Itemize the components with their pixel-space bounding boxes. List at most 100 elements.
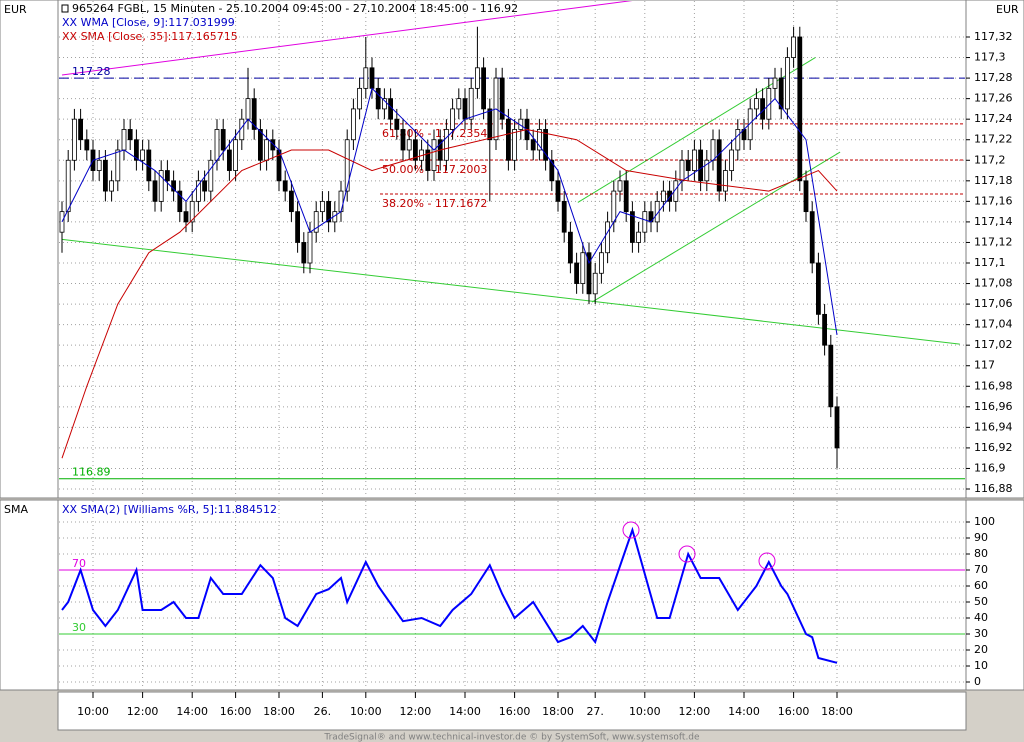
y-tick-label: 116,88 bbox=[974, 482, 1013, 495]
candle-body bbox=[599, 252, 604, 274]
candle-body bbox=[667, 190, 672, 202]
candle-body bbox=[326, 200, 332, 223]
candle-body bbox=[605, 221, 610, 254]
candle-body bbox=[716, 139, 722, 192]
x-tick-label: 12:00 bbox=[679, 705, 711, 718]
candle-body bbox=[363, 67, 369, 89]
candle-body bbox=[512, 129, 517, 161]
y-tick-label: 100 bbox=[974, 515, 995, 528]
level-label: 70 bbox=[72, 557, 86, 570]
trend-line bbox=[61, 238, 960, 345]
candle-body bbox=[661, 190, 666, 202]
candle-body bbox=[164, 170, 170, 182]
candle-body bbox=[679, 159, 685, 182]
y-tick-label: 116,92 bbox=[974, 441, 1013, 454]
y-tick-label: 116,98 bbox=[974, 379, 1013, 392]
legend-sma: XX SMA [Close, 35]:117.165715 bbox=[62, 30, 238, 43]
peak-marker bbox=[622, 521, 640, 539]
footer: TradeSignal® and www.technical-investor.… bbox=[323, 733, 700, 742]
y-tick-label: 117,02 bbox=[974, 338, 1013, 351]
series-line bbox=[61, 526, 838, 664]
candle-body bbox=[177, 190, 183, 213]
x-tick-label: 18:00 bbox=[542, 705, 574, 718]
candle-body bbox=[834, 406, 840, 449]
candle-body bbox=[72, 118, 77, 161]
candle-body bbox=[233, 139, 239, 171]
candle-body bbox=[698, 149, 703, 182]
y-tick-label: 116,94 bbox=[974, 420, 1013, 433]
indicator-panel bbox=[57, 499, 967, 691]
y-tick-label: 117,2 bbox=[974, 153, 1006, 166]
candle-body bbox=[425, 149, 431, 171]
x-tick-label: 10:00 bbox=[77, 705, 109, 718]
candle-body bbox=[555, 180, 561, 202]
y-tick-label: 117,16 bbox=[974, 194, 1013, 207]
level-label: 117.28 bbox=[72, 65, 111, 78]
candle-body bbox=[611, 190, 617, 223]
candle-body bbox=[78, 118, 83, 141]
candle-body bbox=[189, 200, 195, 223]
candle-body bbox=[505, 118, 511, 161]
trend-line bbox=[61, 1, 633, 76]
series-line bbox=[61, 87, 838, 335]
x-tick-label: 14:00 bbox=[176, 705, 208, 718]
candle-body bbox=[778, 77, 784, 110]
y-tick-label: 116,9 bbox=[974, 461, 1006, 474]
candle-body bbox=[754, 98, 759, 110]
y-tick-label: 117,3 bbox=[974, 51, 1006, 64]
candle-body bbox=[474, 67, 480, 89]
candle-body bbox=[202, 180, 208, 192]
y-tick-label: 50 bbox=[974, 595, 988, 608]
candle-body bbox=[685, 159, 691, 171]
candle-body bbox=[103, 159, 108, 192]
candle-body bbox=[264, 139, 270, 161]
y-tick-label: 0 bbox=[974, 675, 981, 688]
peak-marker bbox=[758, 552, 776, 570]
candle-body bbox=[816, 262, 821, 315]
x-tick-label: 10:00 bbox=[629, 705, 661, 718]
candle-body bbox=[766, 87, 772, 120]
y-tick-label: 10 bbox=[974, 659, 988, 672]
y-tick-label: 117 bbox=[974, 359, 995, 372]
candle-body bbox=[543, 129, 548, 161]
x-tick-label: 16:00 bbox=[220, 705, 252, 718]
candle-body bbox=[350, 108, 356, 141]
candle-body bbox=[96, 159, 102, 171]
candle-body bbox=[735, 129, 741, 151]
y-tick-label: 117,14 bbox=[974, 215, 1013, 228]
y-tick-label: 117,22 bbox=[974, 133, 1013, 146]
candle-body bbox=[381, 98, 387, 110]
y-tick-label: 60 bbox=[974, 579, 988, 592]
candle-body bbox=[797, 36, 803, 182]
candle-body bbox=[357, 87, 363, 110]
candle-body bbox=[481, 67, 487, 110]
candle-body bbox=[431, 139, 437, 171]
symbol-icon bbox=[61, 4, 69, 13]
candle-body bbox=[692, 149, 697, 171]
candle-body bbox=[171, 180, 177, 192]
candle-body bbox=[592, 272, 598, 295]
x-tick-label: 12:00 bbox=[400, 705, 432, 718]
candle-body bbox=[257, 129, 263, 161]
candle-body bbox=[319, 200, 325, 213]
y-tick-label: 117,08 bbox=[974, 277, 1013, 290]
candle-body bbox=[338, 190, 344, 213]
panel-label: SMA bbox=[4, 503, 28, 516]
candle-body bbox=[301, 242, 307, 264]
candle-body bbox=[344, 139, 350, 192]
candle-body bbox=[642, 211, 648, 233]
candle-body bbox=[412, 139, 418, 161]
y-tick-label: 70 bbox=[974, 563, 988, 576]
candle-body bbox=[245, 98, 251, 120]
y-tick-label: 117,1 bbox=[974, 256, 1006, 269]
x-tick-label: 10:00 bbox=[350, 705, 382, 718]
candle-body bbox=[400, 129, 406, 151]
candle-body bbox=[704, 159, 710, 182]
y-tick-label: 20 bbox=[974, 643, 988, 656]
candle-body bbox=[195, 180, 201, 202]
candle-body bbox=[220, 129, 226, 151]
candle-body bbox=[375, 87, 381, 110]
candle-body bbox=[822, 313, 827, 346]
y-tick-label: 90 bbox=[974, 531, 988, 544]
candle-body bbox=[369, 67, 375, 89]
